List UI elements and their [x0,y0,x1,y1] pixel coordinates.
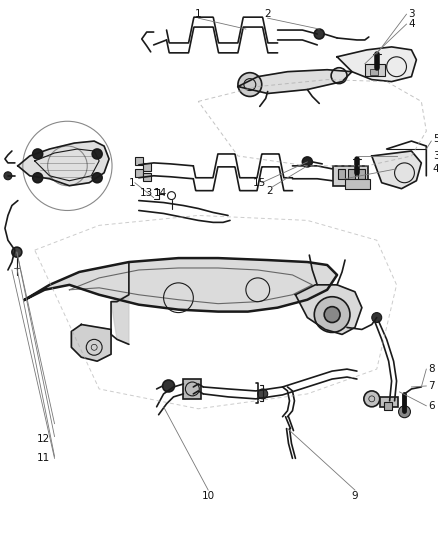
Bar [380,397,398,407]
Circle shape [33,173,42,183]
Text: 3: 3 [433,151,438,161]
Circle shape [92,149,102,159]
Circle shape [302,157,312,167]
Text: 11: 11 [37,454,50,463]
Text: 3: 3 [408,9,415,19]
Bar [384,402,392,410]
Text: 9: 9 [352,491,358,501]
Text: 10: 10 [201,491,215,501]
Text: 4: 4 [408,19,415,29]
Circle shape [314,29,324,39]
Text: 6: 6 [428,401,434,411]
Circle shape [372,312,381,322]
Bar [143,163,151,171]
Text: 1: 1 [195,9,201,19]
Text: 15: 15 [253,177,266,188]
Bar [135,157,143,165]
Bar [143,173,151,181]
Bar [358,169,365,179]
Polygon shape [372,151,421,189]
Bar [184,379,201,399]
Circle shape [238,72,262,96]
Circle shape [33,149,42,159]
Polygon shape [296,285,362,334]
Circle shape [258,389,268,399]
Polygon shape [337,47,417,82]
Bar [345,179,370,189]
Bar [370,69,378,75]
Circle shape [12,247,22,257]
Text: 5: 5 [433,134,438,144]
Bar [333,166,368,185]
Circle shape [4,172,12,180]
Circle shape [314,297,350,333]
Text: 1: 1 [128,177,135,188]
Polygon shape [111,295,129,344]
Text: 14: 14 [154,188,167,198]
Circle shape [399,406,410,418]
Text: 7: 7 [428,381,434,391]
Circle shape [364,391,380,407]
Text: 2: 2 [266,185,273,196]
Text: 8: 8 [428,364,434,374]
Text: 4: 4 [433,164,438,174]
Polygon shape [18,141,109,185]
Polygon shape [25,258,337,312]
Bar [365,64,385,76]
Circle shape [92,173,102,183]
Polygon shape [238,70,352,93]
Text: 12: 12 [37,433,50,443]
Text: 13: 13 [140,188,153,198]
Bar [135,169,143,177]
Polygon shape [71,325,111,361]
Circle shape [162,380,174,392]
Bar [338,169,345,179]
Bar [348,169,355,179]
Circle shape [324,306,340,322]
Text: 2: 2 [265,9,271,19]
